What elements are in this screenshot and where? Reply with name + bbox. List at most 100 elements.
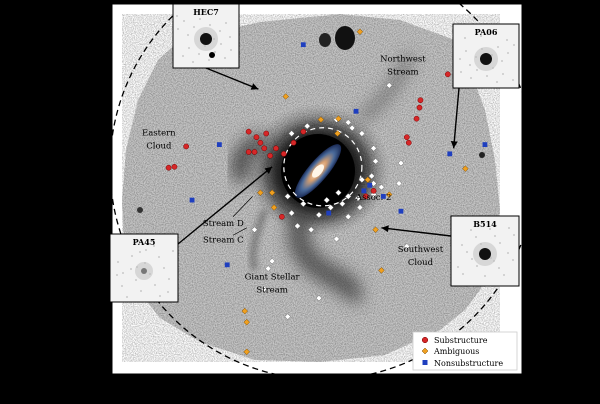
inset-background-star: [167, 291, 169, 293]
ambiguous-marker: [462, 165, 469, 172]
inset-background-star: [470, 77, 472, 79]
nondetection-marker: [261, 285, 268, 293]
inner-disc-circle: [283, 127, 363, 207]
nondetection-marker: [395, 180, 403, 187]
inset-foreground-star: [209, 52, 215, 58]
cluster-markers: [165, 28, 488, 356]
annotation-label: Stream C: [203, 236, 244, 246]
substructure-marker: [370, 188, 377, 194]
inset-background-star: [513, 234, 515, 236]
nondetection-marker: [251, 226, 258, 233]
inset-background-star: [460, 71, 462, 73]
inset-background-star: [145, 249, 147, 251]
inset-background-star: [116, 274, 118, 276]
inset-background-star: [220, 43, 222, 45]
substructure-marker: [290, 139, 297, 146]
substructure-marker: [444, 71, 451, 78]
inset-background-star: [219, 30, 221, 32]
ambiguous-marker: [372, 226, 379, 233]
inset-arrow-line: [381, 227, 452, 237]
inset-background-star: [470, 229, 472, 231]
inset-background-star: [502, 73, 504, 75]
nonsubstructure-marker: [300, 42, 306, 48]
x-tick-label: −5.0: [411, 380, 430, 389]
ambiguous-marker: [257, 189, 264, 196]
ambiguous-marker: [364, 176, 372, 184]
substructure-marker: [183, 143, 190, 150]
nondetection-marker: [315, 211, 323, 219]
inset-background-star: [122, 272, 124, 274]
inset-cluster-core: [141, 268, 147, 274]
annotation-label: Cloud: [146, 141, 172, 151]
legend-substructure-label: Substructure: [434, 336, 488, 345]
inset-background-star: [476, 69, 478, 71]
inset-background-star: [506, 39, 508, 41]
ambiguous-marker: [378, 267, 385, 274]
annotation-label: Cloud: [408, 258, 434, 268]
ambiguous-marker: [241, 307, 249, 315]
inset-background-star: [464, 37, 466, 39]
substructure-marker: [165, 164, 172, 171]
nondetection-marker: [358, 176, 366, 184]
inset-background-star: [476, 265, 478, 267]
substructure-marker: [253, 134, 260, 141]
nondetection-marker: [288, 130, 295, 137]
inset-background-star: [498, 267, 500, 269]
substructure-marker: [416, 104, 423, 111]
inset-arrow-line: [205, 67, 259, 90]
inset-background-star: [457, 266, 459, 268]
nondetection-marker: [323, 196, 331, 204]
inset-background-star: [484, 275, 486, 277]
inset-background-star: [461, 244, 463, 246]
nonsubstructure-marker: [398, 208, 404, 214]
stream-d-pointer: [232, 196, 253, 217]
inset-arrow-head: [381, 225, 389, 233]
inset-arrow-line: [452, 87, 460, 149]
x-tick-label: 10.0: [119, 380, 137, 389]
annotation-label: Southwest: [398, 245, 444, 255]
substructure-marker: [245, 128, 252, 135]
nondetection-marker: [385, 82, 393, 89]
legend-box: [412, 331, 518, 371]
y-axis-label: η(degrees): [84, 163, 95, 217]
inset-background-star: [130, 268, 132, 270]
inset-arrow-head: [264, 166, 273, 174]
nondetection-marker: [372, 157, 379, 165]
inset-background-star: [512, 259, 514, 261]
inset-cluster-core: [479, 248, 491, 260]
nondetection-marker: [358, 130, 366, 137]
nondetection-marker: [344, 119, 352, 126]
nondetection-marker: [288, 209, 295, 217]
nondetection-marker: [327, 204, 334, 211]
nondetection-marker: [370, 180, 377, 187]
inset-background-star: [192, 61, 194, 63]
nondetection-marker: [348, 124, 356, 132]
inset-arrow-head: [250, 83, 259, 90]
substructure-marker: [245, 149, 252, 155]
nonsubstructure-marker: [482, 142, 488, 147]
y-tick-label: −7.5: [87, 302, 106, 311]
inset-background-star: [508, 227, 510, 229]
inset-label: B514: [473, 219, 497, 229]
nonsubstructure-marker: [326, 210, 332, 216]
ambiguous-marker: [335, 115, 342, 122]
nondetection-marker: [284, 193, 291, 200]
inset-background-star: [230, 49, 232, 51]
substructure-marker: [273, 145, 279, 152]
x-tick-label: −7.5: [460, 380, 479, 389]
inset-background-star: [501, 60, 503, 62]
legend-substructure-marker: [421, 336, 429, 344]
legend-ambiguous-marker: [421, 347, 429, 355]
y-tick-label: 5.0: [93, 70, 106, 79]
nonsubstructure-marker: [447, 151, 453, 157]
legend-nonsubstructure-marker: [422, 360, 428, 365]
substructure-marker: [171, 163, 178, 170]
inset-background-star: [475, 236, 477, 238]
x-tick-label: 7.5: [170, 380, 183, 389]
inset-background-star: [512, 79, 514, 81]
nondetection-marker: [339, 200, 346, 208]
substructure-marker: [267, 152, 273, 159]
inset-background-star: [489, 228, 491, 230]
inset-background-star: [131, 255, 133, 257]
